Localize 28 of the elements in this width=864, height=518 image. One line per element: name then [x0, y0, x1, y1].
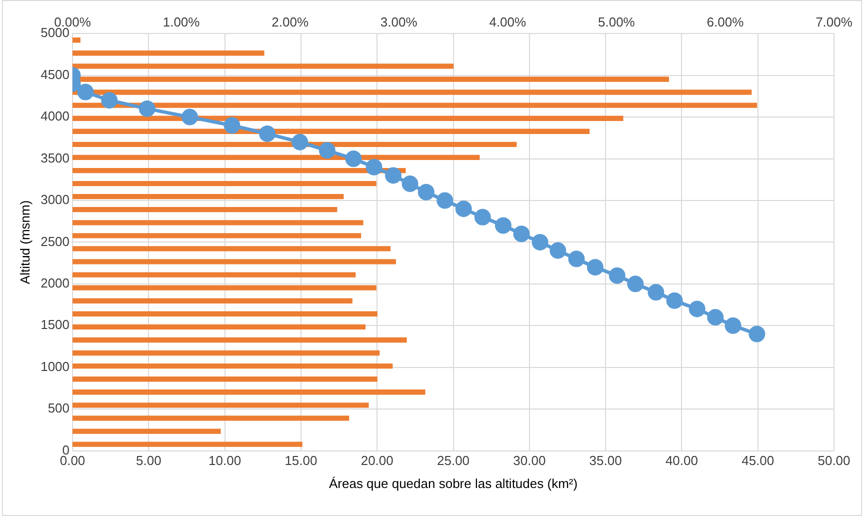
x-tick-label: 35.00 — [589, 453, 622, 468]
y-tick-label: 4500 — [40, 66, 70, 82]
x-tick-label: 5.00 — [136, 453, 162, 468]
y-tick-label: 2000 — [40, 276, 70, 290]
x2-tick-label: 3.00% — [380, 14, 418, 30]
x-tick-label: 50.00 — [818, 453, 850, 468]
y-tick-label: 4000 — [40, 108, 70, 124]
x-axis-title: Áreas que quedan sobre las altitudes (km²) — [328, 476, 578, 491]
y-axis-title: Altitud (msnm) — [17, 200, 32, 284]
x-tick-label: 30.00 — [513, 453, 546, 468]
x-tick-label: 25.00 — [436, 453, 470, 468]
x-tick-label: 20.00 — [360, 453, 394, 468]
y-tick-label: 2500 — [40, 234, 70, 249]
x2-tick-label: 2.00% — [272, 14, 309, 30]
x2-tick-label: 4.00% — [489, 14, 527, 30]
y-tick-label: 1500 — [40, 317, 70, 332]
y-tick-label: 3500 — [40, 150, 70, 166]
x2-tick-label: 7.00% — [816, 14, 853, 30]
y-tick-label: 3000 — [40, 192, 70, 208]
x2-tick-label: 1.00% — [162, 14, 200, 30]
x-tick-label: 40.00 — [665, 453, 698, 468]
x-tick-label: 15.00 — [284, 453, 318, 468]
y-tick-label: 1000 — [40, 358, 70, 374]
x2-tick-label: 6.00% — [706, 14, 744, 30]
y-tick-label: 500 — [48, 400, 70, 416]
x2-tick-label: 5.00% — [598, 14, 636, 30]
x-tick-label: 10.00 — [208, 453, 242, 468]
x-tick-label: 45.00 — [742, 453, 774, 468]
